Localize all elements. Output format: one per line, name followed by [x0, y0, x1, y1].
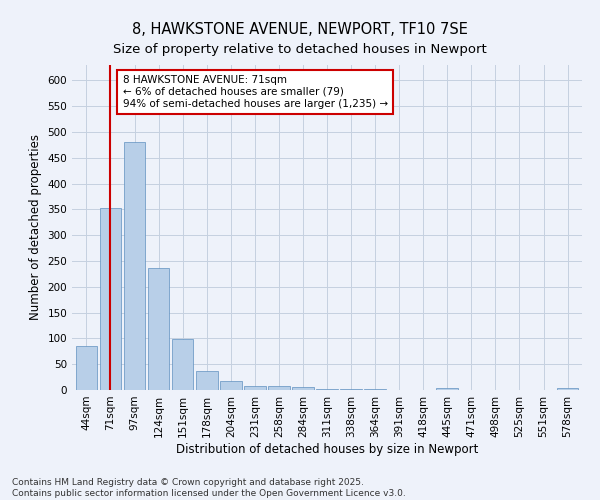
- Bar: [148, 268, 169, 390]
- Bar: [244, 386, 266, 390]
- Bar: [557, 388, 578, 390]
- Text: Contains HM Land Registry data © Crown copyright and database right 2025.
Contai: Contains HM Land Registry data © Crown c…: [12, 478, 406, 498]
- Bar: [268, 386, 290, 390]
- Bar: [196, 371, 218, 390]
- Y-axis label: Number of detached properties: Number of detached properties: [29, 134, 42, 320]
- Bar: [124, 142, 145, 390]
- Text: Size of property relative to detached houses in Newport: Size of property relative to detached ho…: [113, 42, 487, 56]
- Bar: [220, 380, 242, 390]
- Bar: [172, 340, 193, 390]
- Bar: [316, 389, 338, 390]
- Bar: [100, 208, 121, 390]
- Bar: [436, 388, 458, 390]
- Bar: [292, 387, 314, 390]
- Bar: [76, 346, 97, 390]
- Text: 8, HAWKSTONE AVENUE, NEWPORT, TF10 7SE: 8, HAWKSTONE AVENUE, NEWPORT, TF10 7SE: [132, 22, 468, 38]
- Text: 8 HAWKSTONE AVENUE: 71sqm
← 6% of detached houses are smaller (79)
94% of semi-d: 8 HAWKSTONE AVENUE: 71sqm ← 6% of detach…: [122, 76, 388, 108]
- X-axis label: Distribution of detached houses by size in Newport: Distribution of detached houses by size …: [176, 442, 478, 456]
